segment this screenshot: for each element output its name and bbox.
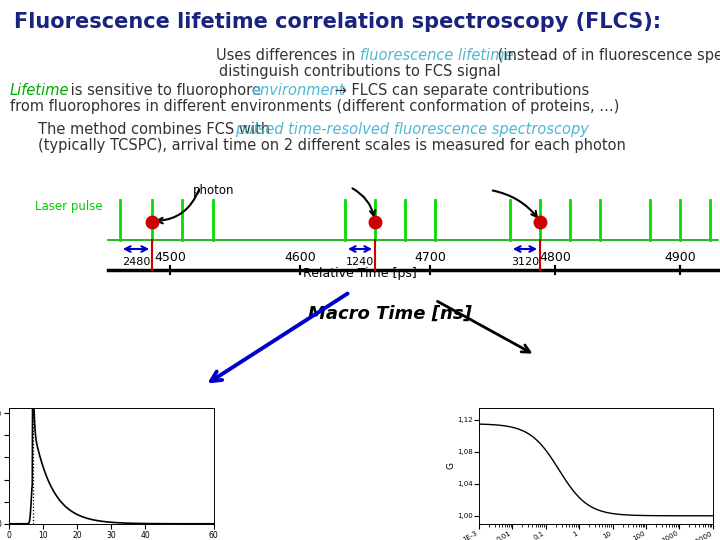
Text: 3120: 3120 [511, 257, 539, 267]
Text: photon: photon [193, 184, 235, 197]
Text: (typically TCSPC), arrival time on 2 different scales is measured for each photo: (typically TCSPC), arrival time on 2 dif… [38, 138, 626, 153]
Text: Uses differences in: Uses differences in [216, 48, 360, 63]
Text: 4800: 4800 [539, 251, 571, 264]
Text: (instead of in fluorescence spectra) to: (instead of in fluorescence spectra) to [493, 48, 720, 63]
Text: 2480: 2480 [122, 257, 150, 267]
Text: → FLCS can separate contributions: → FLCS can separate contributions [330, 83, 589, 98]
Text: Macro Time [ns]: Macro Time [ns] [308, 305, 472, 323]
Text: pulsed time-resolved fluorescence spectroscopy: pulsed time-resolved fluorescence spectr… [235, 122, 589, 137]
Text: Lifetime: Lifetime [10, 83, 70, 98]
Text: Relative Time [ps]: Relative Time [ps] [303, 267, 417, 280]
Text: 1240: 1240 [346, 257, 374, 267]
Text: environment: environment [251, 83, 344, 98]
Text: fluorescence lifetime: fluorescence lifetime [360, 48, 513, 63]
Text: The method combines FCS with: The method combines FCS with [38, 122, 275, 137]
Y-axis label: G: G [446, 462, 456, 469]
Text: 4700: 4700 [414, 251, 446, 264]
Text: from fluorophores in different environments (different conformation of proteins,: from fluorophores in different environme… [10, 99, 619, 114]
Text: is sensitive to fluorophore: is sensitive to fluorophore [66, 83, 266, 98]
Text: distinguish contributions to FCS signal: distinguish contributions to FCS signal [219, 64, 501, 79]
Text: 4500: 4500 [154, 251, 186, 264]
Text: 4600: 4600 [284, 251, 316, 264]
Text: Fluorescence lifetime correlation spectroscopy (FLCS):: Fluorescence lifetime correlation spectr… [14, 12, 661, 32]
Text: Laser pulse: Laser pulse [35, 200, 103, 213]
Text: 4900: 4900 [664, 251, 696, 264]
